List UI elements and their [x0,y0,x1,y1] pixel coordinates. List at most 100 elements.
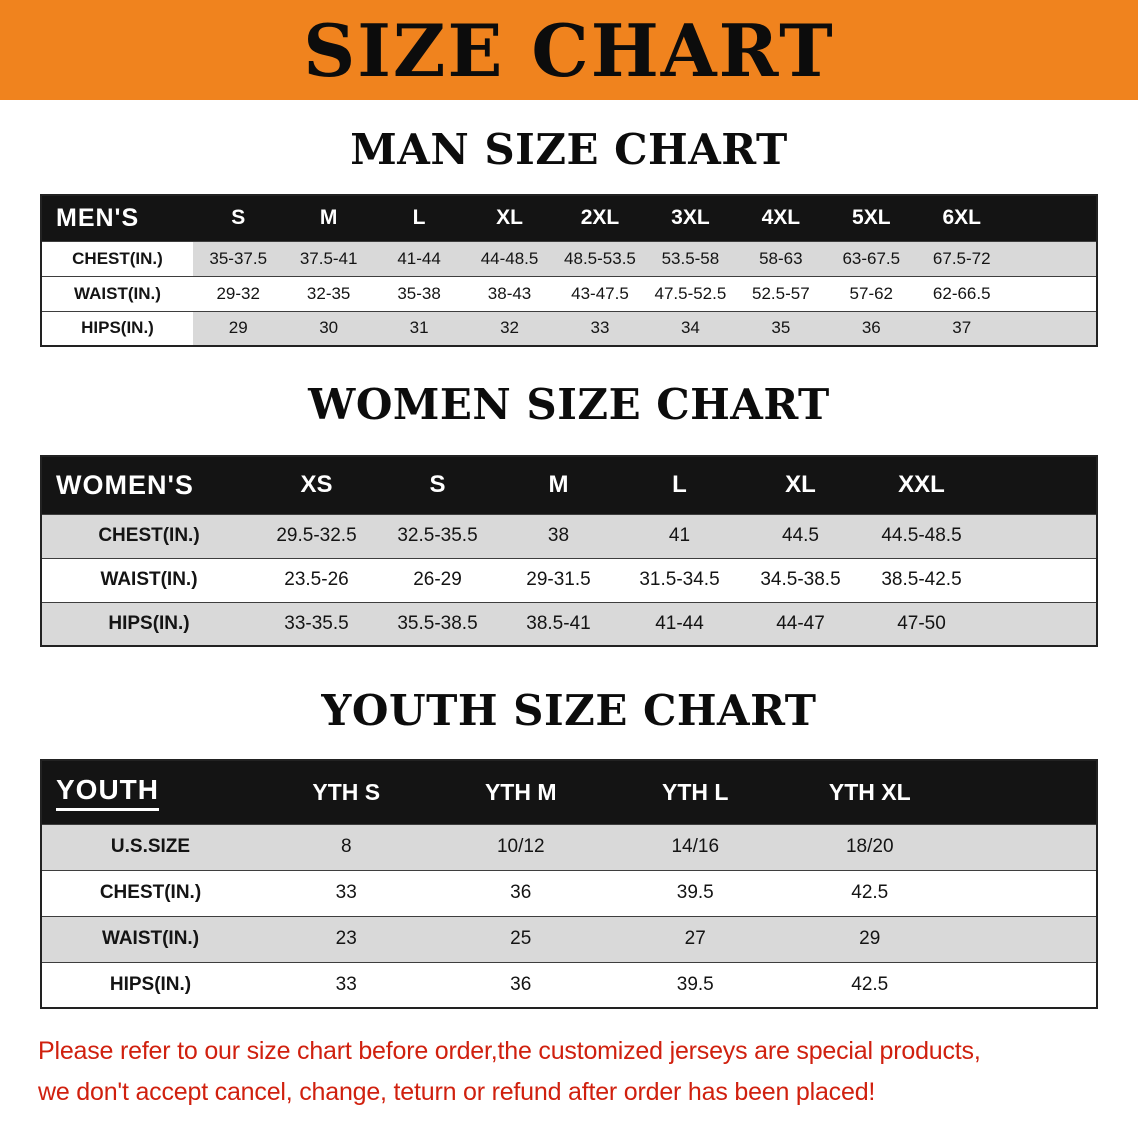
cell-text: M [548,471,569,499]
cell-text: 37.5-41 [299,248,358,268]
cell-text: 38.5-41 [526,612,591,634]
size-value-cell: 29 [783,916,958,962]
size-value-cell: 38.5-41 [498,602,619,646]
cell-text: XL [496,206,523,230]
banner: SIZE CHART [0,0,1138,100]
cell-text: 29.5-32.5 [276,525,357,546]
disclaimer-line-1: Please refer to our size chart before or… [38,1037,981,1065]
size-value-cell: 38.5-42.5 [861,558,982,602]
size-value-cell: 58-63 [736,241,826,276]
size-value-cell: 33 [259,962,434,1008]
cell-text: YTH XL [828,778,911,805]
table-title-cell: YOUTH [41,760,259,824]
spacer-cell [957,962,1097,1008]
measurement-label: WAIST(IN.) [41,916,259,962]
header-row: WOMEN'S XS S M L XL XXL [41,456,1097,514]
measurement-label: HIPS(IN.) [41,311,193,346]
cell-text: 2XL [580,206,620,230]
cell-text: 39.5 [676,882,714,903]
cell-text: 4XL [761,206,801,230]
cell-text: 42.5 [851,973,889,995]
cell-text: 52.5-57 [752,283,810,303]
cell-text: 14/16 [671,836,720,857]
size-column-header: 3XL [645,195,736,241]
size-value-cell: 44-47 [740,602,861,646]
measurement-label: CHEST(IN.) [41,514,256,558]
size-value-cell: 52.5-57 [736,276,826,311]
table-row: CHEST(IN.) 29.5-32.5 32.5-35.5 38 41 44.5 44.5… [41,514,1097,558]
size-value-cell: 41-44 [374,241,464,276]
spacer-cell [982,558,1097,602]
spacer-cell [1007,276,1097,311]
cell-text: M [319,206,338,230]
cell-text: 33-35.5 [284,612,349,634]
size-value-cell: 41-44 [619,602,740,646]
size-column-header: S [193,195,284,241]
header-row: MEN'S S M L XL 2XL 3XL 4XL 5XL 6XL [41,195,1097,241]
cell-text: 44-48.5 [480,248,539,268]
youth-section-heading: YOUTH SIZE CHART [321,686,817,735]
cell-text: HIPS(IN.) [108,612,190,634]
size-value-cell: 67.5-72 [917,241,1008,276]
size-value-cell: 39.5 [608,962,783,1008]
spacer-cell [957,870,1097,916]
size-value-cell: 10/12 [434,824,609,870]
size-value-cell: 44.5-48.5 [861,514,982,558]
size-column-header: XL [740,456,861,514]
measurement-label: WAIST(IN.) [41,558,256,602]
spacer-cell [982,456,1097,514]
header-row: YOUTH YTH S YTH M YTH L YTH XL [41,760,1097,824]
size-value-cell: 43-47.5 [555,276,645,311]
cell-text: XXL [898,471,945,499]
cell-text: 29-32 [216,283,260,303]
cell-text: 31.5-34.5 [639,569,720,590]
cell-text: CHEST(IN.) [72,248,163,268]
spacer-cell [982,514,1097,558]
size-value-cell: 26-29 [377,558,498,602]
table-row: HIPS(IN.) 33-35.5 35.5-38.5 38.5-41 41-44 44-… [41,602,1097,646]
size-value-cell: 35 [736,311,826,346]
measurement-label: HIPS(IN.) [41,962,259,1008]
size-value-cell: 38-43 [464,276,554,311]
cell-text: 23.5-26 [284,569,349,590]
cell-text: 63-67.5 [842,248,901,268]
size-column-header: XL [464,195,555,241]
size-column-header: XS [256,456,377,514]
size-value-cell: 48.5-53.5 [555,241,645,276]
cell-text: 34 [680,318,700,338]
cell-text: 67.5-72 [932,248,991,268]
cell-text: XL [785,471,816,499]
cell-text: YTH S [312,778,381,805]
cell-text: 39.5 [676,973,714,995]
cell-text: 43-47.5 [571,283,629,303]
disclaimer: Please refer to our size chart before or… [38,1031,1138,1113]
size-value-cell: 33 [555,311,645,346]
spacer-cell [957,916,1097,962]
cell-text: HIPS(IN.) [81,318,154,338]
size-value-cell: 42.5 [783,962,958,1008]
size-value-cell: 39.5 [608,870,783,916]
size-value-cell: 35-37.5 [193,241,283,276]
size-value-cell: 23.5-26 [256,558,377,602]
cell-text: 31 [409,318,429,338]
size-value-cell: 29.5-32.5 [256,514,377,558]
size-column-header: 5XL [826,195,917,241]
men-size-table: MEN'S S M L XL 2XL 3XL 4XL 5XL 6XL CHEST(IN.) 35-37… [40,194,1098,347]
spacer-cell [1007,241,1097,276]
size-value-cell: 31 [374,311,464,346]
cell-text: HIPS(IN.) [109,973,192,995]
cell-text: 53.5-58 [661,248,720,268]
cell-text: 30 [319,318,339,338]
table-row: WAIST(IN.) 29-32 32-35 35-38 38-43 43-47.5 47.… [41,276,1097,311]
cell-text: CHEST(IN.) [98,525,200,546]
size-value-cell: 32.5-35.5 [377,514,498,558]
cell-text: YTH L [662,778,729,805]
cell-text: 47-50 [897,612,946,634]
size-value-cell: 38 [498,514,619,558]
size-value-cell: 57-62 [826,276,916,311]
table-row: U.S.SIZE 8 10/12 14/16 18/20 [41,824,1097,870]
cell-text: YOUTH [56,774,159,811]
cell-text: MEN'S [56,203,140,232]
spacer-cell [957,760,1097,824]
size-value-cell: 32-35 [283,276,373,311]
